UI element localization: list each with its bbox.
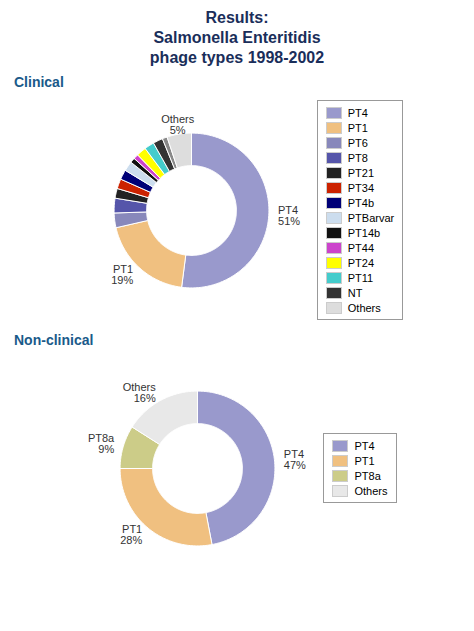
html-text:PT1: PT1 [347,121,368,134]
html-text:Results: Salmonella Enteritidi: Results: Salmonella Enteritidis phage ty… [149,9,325,66]
html-text:PT8: PT8 [347,151,368,164]
svg-text:Others5%: Others5% [161,113,195,136]
html-text:Others: Others [354,484,388,497]
html-text:PT21: PT21 [347,166,375,179]
svg-text:PT128%: PT128% [121,523,143,546]
svg-text:PT451%: PT451% [278,204,300,227]
html-text:NT: NT [347,286,363,299]
svg-text:PT8a9%: PT8a9% [88,432,115,455]
html-text:PT1: PT1 [354,454,375,467]
html-text:PT11: PT11 [347,271,374,284]
html-text:PT14b: PT14b [347,226,381,239]
html-text:PT44: PT44 [347,241,375,254]
svg-text:PT447%: PT447% [284,448,306,471]
html-text:PTBarvar: PTBarvar [347,211,395,224]
html-text:PT8a: PT8a [354,469,381,482]
html-text:Clinical: Clinical [14,74,64,90]
html-text:Others: Others [347,301,381,314]
svg-text:Others16%: Others16% [123,381,157,404]
html-text:PT4: PT4 [354,439,375,452]
html-text:PT24: PT24 [347,256,375,269]
html-text:PT34: PT34 [347,181,375,194]
svg-text:PT119%: PT119% [111,263,133,286]
html-text:PT4b: PT4b [347,196,375,209]
html-text:PT6: PT6 [347,136,368,149]
html-text:Non-clinical: Non-clinical [14,332,94,348]
html-text:PT4: PT4 [347,106,368,119]
